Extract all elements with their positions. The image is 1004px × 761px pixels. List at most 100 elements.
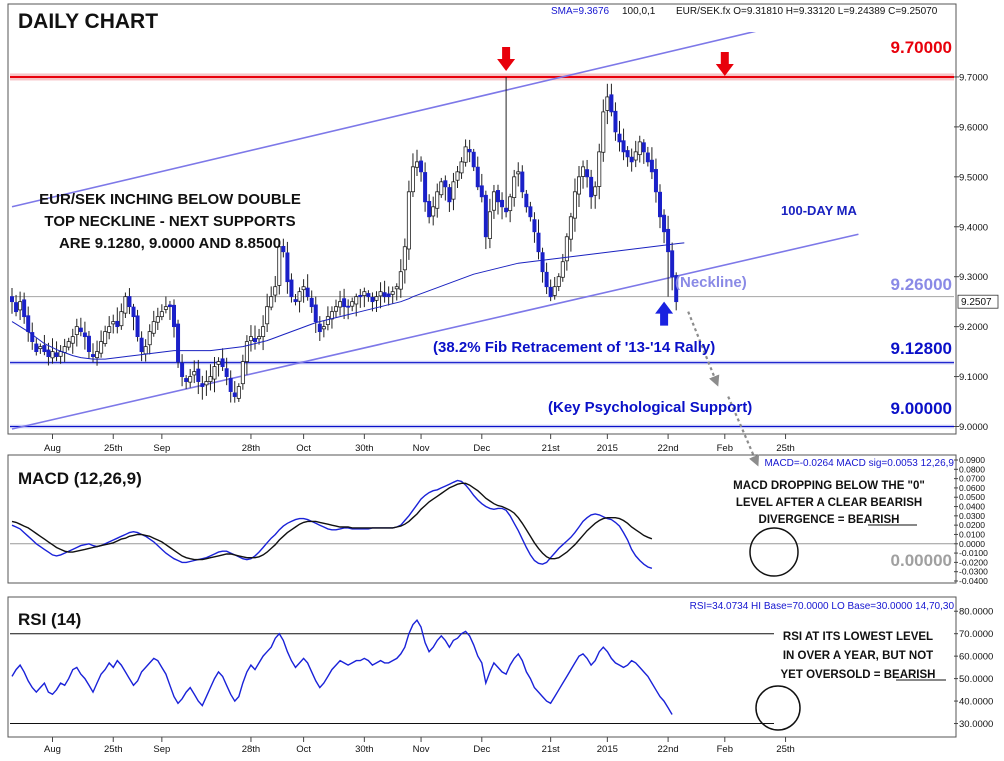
candle-body: [431, 206, 436, 217]
price-y-tick-label: 9.5000: [959, 172, 988, 183]
rsi-annotation-line-1: RSI AT ITS LOWEST LEVEL: [783, 631, 933, 643]
sma-readout: SMA=9.3676: [551, 6, 610, 17]
macd-y-tick-label: -0.0200: [959, 557, 988, 567]
candle-body: [674, 275, 679, 303]
candle-body: [333, 306, 338, 312]
candle-body: [232, 392, 237, 397]
candle-body: [572, 191, 577, 219]
candle-body: [516, 171, 521, 175]
candle-body: [26, 315, 31, 333]
candle-body: [54, 352, 59, 357]
candle-body: [236, 386, 241, 399]
candle-body: [293, 299, 298, 303]
macd-y-tick-label: 0.0100: [959, 529, 985, 539]
level-label-9-00: 9.00000: [891, 399, 952, 418]
candle-body: [277, 246, 282, 286]
candle-body: [244, 341, 249, 362]
candle-body: [317, 323, 322, 333]
candle-body: [200, 383, 205, 387]
candle-body: [131, 306, 136, 318]
sma100-line: [11, 242, 685, 360]
candle-body: [34, 343, 39, 353]
candle-body: [269, 296, 274, 308]
candle-body: [285, 252, 290, 283]
candle-body: [528, 206, 533, 218]
candle-body: [406, 191, 411, 250]
rsi-x-tick-label: 22nd: [658, 744, 679, 755]
candle-body: [192, 371, 197, 376]
macd-y-tick-label: 0.0700: [959, 474, 985, 484]
candle-body: [585, 169, 590, 178]
rsi-x-tick-label: Feb: [717, 744, 733, 755]
candle-body: [10, 296, 14, 303]
candle-body: [261, 326, 266, 337]
candle-body: [483, 194, 488, 238]
candle-body: [495, 190, 500, 203]
candle-body: [390, 291, 395, 295]
rsi-y-tick-label: 30.0000: [959, 719, 993, 730]
candle-body: [629, 156, 634, 163]
candle-body: [115, 320, 120, 328]
candle-body: [613, 110, 618, 133]
price-y-tick-label: 9.3000: [959, 272, 988, 283]
price-x-tick-label: 30th: [355, 443, 374, 454]
price-x-tick-label: Aug: [44, 443, 61, 454]
macd-title: MACD (12,26,9): [18, 469, 142, 488]
candle-body: [257, 336, 262, 340]
candle-body: [350, 301, 355, 307]
rsi-annotation-line-2: IN OVER A YEAR, BUT NOT: [783, 650, 933, 662]
candle-body: [240, 361, 245, 385]
macd-y-tick-label: 0.0600: [959, 483, 985, 493]
candle-body: [491, 191, 496, 211]
candle-body: [479, 185, 484, 198]
candle-body: [325, 316, 330, 325]
candle-body: [653, 169, 658, 193]
candle-body: [208, 376, 213, 382]
candle-body: [617, 133, 622, 143]
candle-body: [374, 296, 379, 301]
rsi-x-tick-label: 30th: [355, 744, 374, 755]
trendline-1: [11, 233, 859, 430]
candle-body: [378, 291, 383, 297]
price-x-tick-label: Nov: [413, 443, 430, 454]
candle-body: [568, 216, 573, 240]
candle-body: [265, 306, 270, 325]
projection-arrow-1: [687, 311, 720, 387]
rsi-y-tick-label: 60.0000: [959, 652, 993, 663]
candle-body: [637, 141, 642, 156]
rsi-x-tick-label: 25th: [104, 744, 123, 755]
candle-body: [301, 286, 306, 291]
candle-body: [171, 304, 176, 328]
macd-y-tick-label: 0.0400: [959, 502, 985, 512]
candle-body: [625, 150, 630, 158]
candle-body: [321, 326, 326, 330]
rsi-y-tick-label: 80.0000: [959, 607, 993, 618]
candle-body: [593, 186, 598, 196]
macd-annotation-line-1: MACD DROPPING BELOW THE "0": [733, 480, 925, 492]
candle-body: [544, 271, 549, 288]
price-x-tick-label: 2015: [597, 443, 618, 454]
price-x-tick-label: 25th: [104, 443, 123, 454]
candle-body: [103, 331, 108, 344]
candle-body: [621, 140, 626, 153]
candle-body: [423, 172, 428, 203]
macd-y-tick-label: -0.0400: [959, 576, 988, 586]
macd-annotation-line-3: DIVERGENCE = BEARISH: [759, 514, 900, 526]
candle-body: [151, 321, 156, 334]
candle-body: [305, 287, 310, 298]
price-x-tick-label: 22nd: [658, 443, 679, 454]
candle-body: [512, 176, 517, 199]
rsi-readout: RSI=34.0734 HI Base=70.0000 LO Base=30.0…: [690, 601, 955, 612]
candle-body: [552, 286, 557, 296]
candle-body: [597, 151, 602, 187]
candle-body: [471, 151, 476, 168]
macd-y-tick-label: 0.0000: [959, 539, 985, 549]
rsi-x-tick-label: 28th: [242, 744, 261, 755]
macd-zero-label: 0.00000: [891, 551, 952, 570]
candle-body: [443, 180, 448, 188]
candle-body: [273, 286, 278, 296]
price-plot: [10, 32, 954, 430]
rsi-y-tick-label: 70.0000: [959, 629, 993, 640]
peak-arrow-1: [497, 46, 516, 71]
